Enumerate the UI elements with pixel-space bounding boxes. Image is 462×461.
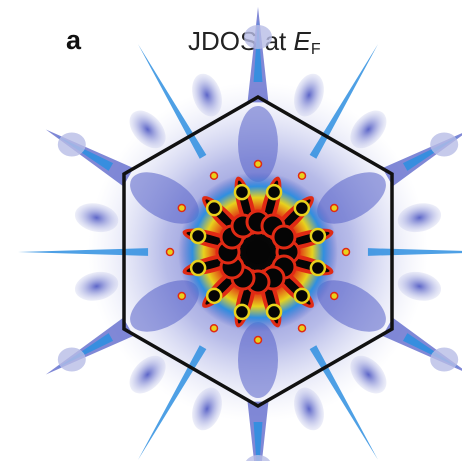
spot-outer <box>293 287 311 305</box>
spot-outer <box>233 183 251 201</box>
panel-label: a <box>66 25 82 55</box>
center-spot <box>246 240 270 264</box>
spot-far <box>329 203 339 213</box>
blob-outer <box>57 347 86 372</box>
blob-outer <box>430 132 459 157</box>
blob <box>74 203 119 233</box>
edge-spike <box>309 345 378 460</box>
spot-outer <box>189 227 207 245</box>
edge-spike <box>309 44 378 159</box>
spot-far <box>209 323 219 333</box>
spot-outer <box>233 303 251 321</box>
blob <box>294 387 324 431</box>
hot-spots <box>165 159 351 345</box>
spot-far <box>209 171 219 181</box>
blob-outer <box>245 455 271 461</box>
title-subscript: F <box>310 41 321 58</box>
spot-far <box>253 159 263 169</box>
spot-far <box>297 323 307 333</box>
spike-core <box>253 20 263 83</box>
blob-outer <box>430 347 459 372</box>
blob <box>350 110 387 149</box>
petal <box>238 322 278 398</box>
blob <box>397 271 442 301</box>
spot-outer <box>205 199 223 217</box>
blob <box>74 271 119 301</box>
spot-outer <box>265 303 283 321</box>
blob <box>129 110 166 149</box>
blob <box>192 73 222 117</box>
spot-far <box>253 335 263 345</box>
spot-far <box>165 247 175 257</box>
blob <box>397 203 442 233</box>
spot-far <box>341 247 351 257</box>
edge-spike <box>138 44 207 159</box>
spot-far <box>329 291 339 301</box>
edge-spike <box>18 248 149 256</box>
spike-core <box>253 421 263 461</box>
spot-outer <box>293 199 311 217</box>
spot-outer <box>189 259 207 277</box>
spot-far <box>297 171 307 181</box>
title-symbol: E <box>293 26 311 56</box>
blob <box>350 355 387 394</box>
spot-outer <box>309 227 327 245</box>
blob-outer <box>57 132 86 157</box>
blob <box>129 355 166 394</box>
spot-far <box>177 203 187 213</box>
outer-blobs <box>57 25 459 461</box>
spot-outer <box>205 287 223 305</box>
blob-outer <box>244 25 272 49</box>
blob <box>192 387 222 431</box>
brillouin-zone-hexagon <box>122 94 394 409</box>
spot-far <box>177 291 187 301</box>
petal <box>238 106 278 182</box>
spot-inner <box>271 224 297 250</box>
blob <box>294 73 324 117</box>
edge-spike <box>138 345 207 460</box>
spot-outer <box>265 183 283 201</box>
spot-outer <box>309 259 327 277</box>
